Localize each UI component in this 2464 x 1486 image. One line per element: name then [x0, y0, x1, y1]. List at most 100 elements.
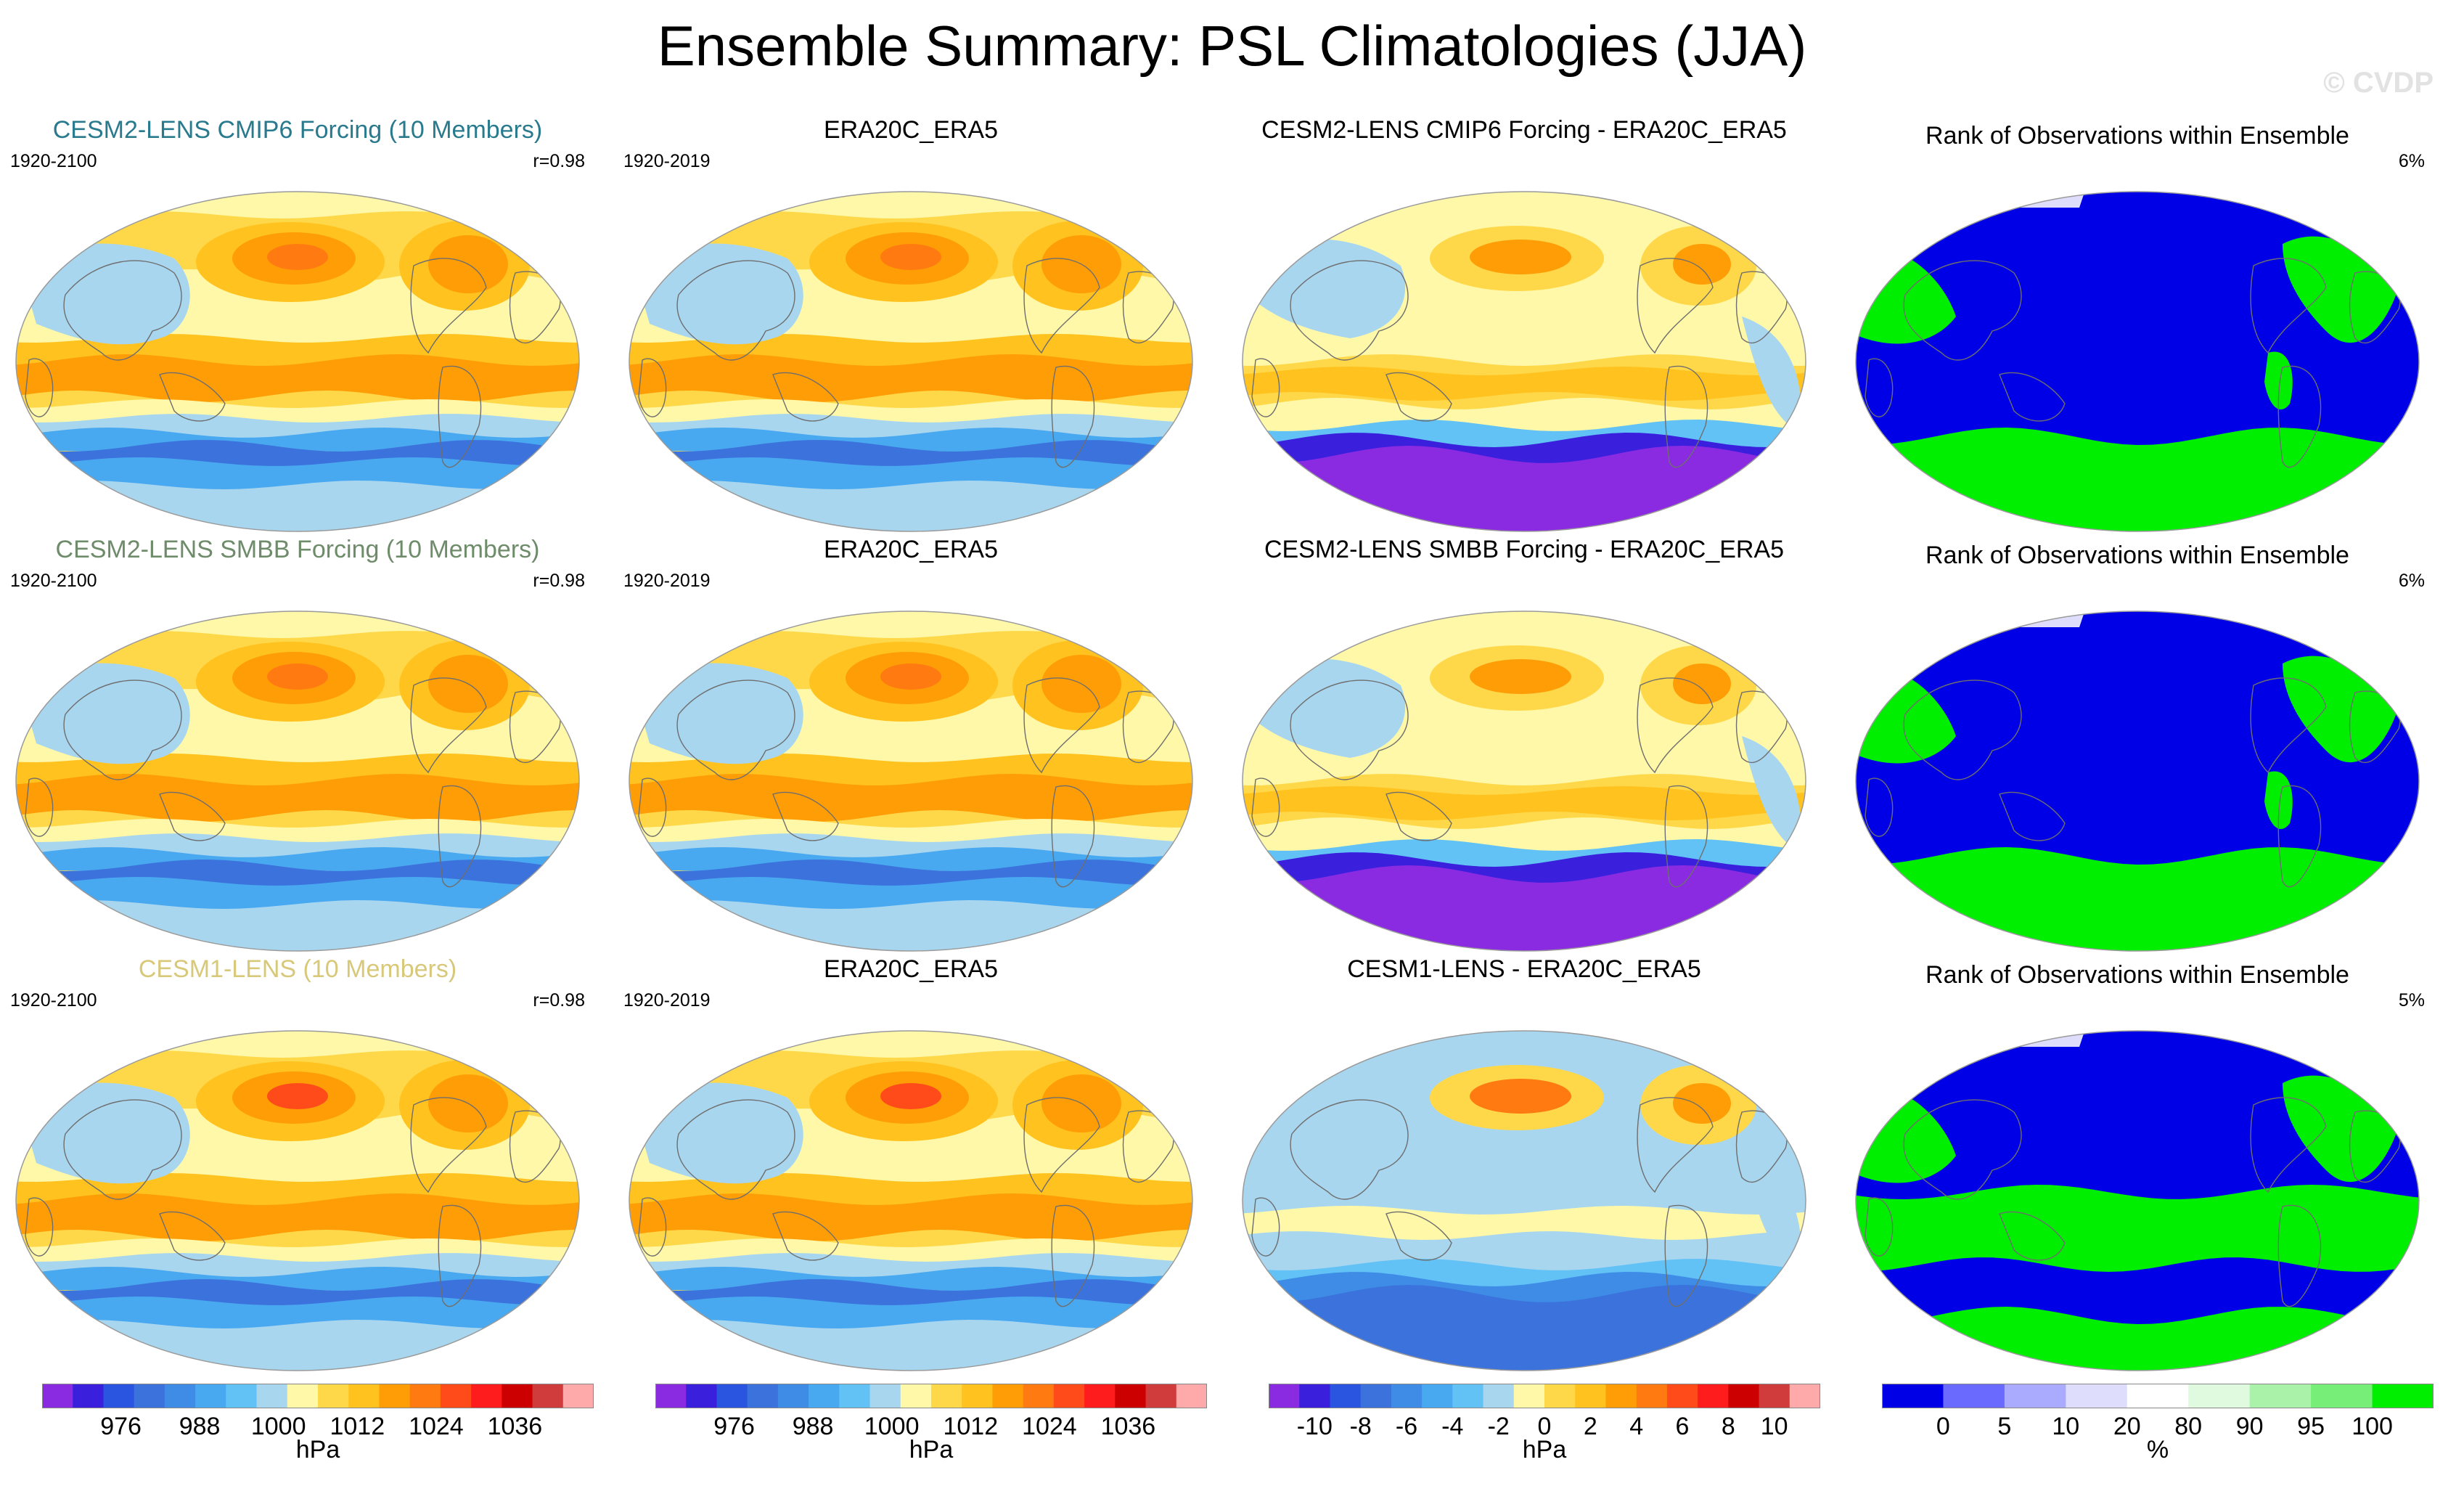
colorbar-swatch — [1483, 1384, 1515, 1408]
colorbar-swatch — [2372, 1384, 2434, 1408]
colorbar-swatch — [471, 1384, 502, 1408]
map-band — [629, 1320, 1192, 1371]
colorbar-swatch — [1698, 1384, 1729, 1408]
coastline — [676, 679, 795, 780]
colorbar-swatch — [809, 1384, 840, 1408]
panel-rank-row2: Rank of Observations within Ensemble 6% — [1847, 536, 2428, 957]
map-band — [629, 611, 1192, 638]
colorbar-outline — [655, 1384, 1207, 1408]
colorbar-tick-label: 90 — [2235, 1413, 2264, 1440]
coastline — [1999, 1211, 2066, 1261]
colorbar-ticks: 0 5 10 20 80 90 95 100 — [1882, 1413, 2434, 1442]
period-label: 1920-2100 — [10, 571, 97, 591]
colorbar-swatch — [992, 1384, 1024, 1408]
map-high-region — [880, 1083, 941, 1109]
colorbar-swatch — [1422, 1384, 1453, 1408]
colorbar-swatch — [409, 1384, 441, 1408]
colorbar-tick-label: 1036 — [1100, 1413, 1156, 1440]
colorbar-swatch — [1759, 1384, 1790, 1408]
map-band — [16, 1031, 579, 1058]
colorbar-tick-label: 6 — [1675, 1413, 1690, 1440]
colorbar-tick-label: 1012 — [330, 1413, 385, 1440]
coastline — [772, 372, 839, 422]
colorbar-swatch — [1943, 1384, 2005, 1408]
colorbar-swatch — [1053, 1384, 1085, 1408]
colorbar-swatch — [164, 1384, 196, 1408]
panel-model-row2: CESM2-LENS SMBB Forcing (10 Members) 192… — [7, 536, 588, 957]
colorbar-tick-label: 988 — [792, 1413, 834, 1440]
correlation-label: r=0.98 — [533, 151, 585, 171]
map-band — [629, 192, 1192, 219]
colorbar-tick-label: -10 — [1296, 1413, 1333, 1440]
colorbar-swatch — [1084, 1384, 1116, 1408]
rank-map — [1855, 191, 2420, 532]
map-band — [1243, 1206, 1806, 1240]
colorbar-unit: % — [2146, 1436, 2169, 1463]
coastline — [1386, 372, 1452, 422]
coastline — [1290, 1099, 1409, 1200]
coastline — [1637, 258, 1714, 354]
colorbar-swatch — [777, 1384, 809, 1408]
panel-title: CESM2-LENS CMIP6 Forcing - ERA20C_ERA5 — [1261, 116, 1787, 144]
coastline — [2250, 258, 2327, 354]
map-high-region — [1470, 1079, 1571, 1114]
coastline — [1051, 365, 1095, 468]
panel-obs-row1: ERA20C_ERA5 1920-2019 — [621, 116, 1201, 537]
panel-title: CESM1-LENS - ERA20C_ERA5 — [1347, 955, 1701, 983]
rank-high-region — [2264, 771, 2293, 830]
colorbar-swatch — [73, 1384, 105, 1408]
map-low-region — [22, 663, 190, 764]
colorbar-tick-label: 95 — [2297, 1413, 2325, 1440]
coastline — [1251, 358, 1280, 417]
colorbar-swatch — [1544, 1384, 1576, 1408]
colorbar-swatch — [1789, 1384, 1821, 1408]
colorbar-psl-2: 976 988 1000 1012 1024 1036 hPa — [655, 1384, 1208, 1478]
map-low-region — [635, 1082, 803, 1184]
colorbar-swatch — [1882, 1384, 1944, 1408]
map-low-region — [1742, 317, 1801, 433]
rank-percent-label: 5% — [2398, 990, 2425, 1011]
coastline — [1903, 679, 2022, 780]
colorbar-psl-1: 976 988 1000 1012 1024 1036 hPa — [42, 1384, 594, 1478]
colorbar-swatch — [2249, 1384, 2312, 1408]
coastline — [63, 679, 182, 780]
colorbar-tick-label: 4 — [1629, 1413, 1644, 1440]
map-band — [629, 900, 1192, 951]
panel-model-row3: CESM1-LENS (10 Members) 1920-2100 r=0.98 — [7, 955, 588, 1376]
colorbar-tick-label: 100 — [2352, 1413, 2393, 1440]
rank-high-region — [2264, 351, 2293, 410]
coastline — [1664, 365, 1708, 468]
colorbar-swatch — [1330, 1384, 1362, 1408]
coastline — [410, 1097, 487, 1193]
colorbar-swatch — [532, 1384, 564, 1408]
map-high-region — [267, 244, 328, 270]
colorbar-swatch — [1452, 1384, 1484, 1408]
colorbar-tick-label: 8 — [1721, 1413, 1735, 1440]
coastline — [1664, 1204, 1708, 1307]
panel-diff-row1: CESM2-LENS CMIP6 Forcing - ERA20C_ERA5 — [1234, 116, 1814, 537]
map-band — [1243, 367, 1806, 401]
map-band — [1243, 786, 1806, 820]
map-outline — [15, 611, 580, 952]
colorbar-swatch — [195, 1384, 226, 1408]
colorbar-swatch — [1513, 1384, 1545, 1408]
colorbar-swatch — [869, 1384, 901, 1408]
panel-title: ERA20C_ERA5 — [823, 955, 998, 983]
map-band — [16, 1320, 579, 1371]
coastline — [159, 372, 226, 422]
colorbar-swatch — [134, 1384, 165, 1408]
coastline — [1637, 677, 1714, 774]
map-low-region — [1742, 1156, 1801, 1272]
map-band — [16, 611, 579, 638]
map-high-region — [1673, 664, 1731, 704]
colorbar-swatch — [2066, 1384, 2128, 1408]
map-high-region — [880, 664, 941, 690]
coastline — [1865, 358, 1894, 417]
coastline — [63, 1099, 182, 1200]
colorbar-swatch — [1575, 1384, 1607, 1408]
panel-title: Rank of Observations within Ensemble — [1925, 122, 2349, 150]
coastline — [772, 791, 839, 841]
psl-difference-map — [1242, 191, 1806, 532]
colorbar-unit: hPa — [295, 1436, 340, 1463]
coastline — [1023, 1097, 1100, 1193]
